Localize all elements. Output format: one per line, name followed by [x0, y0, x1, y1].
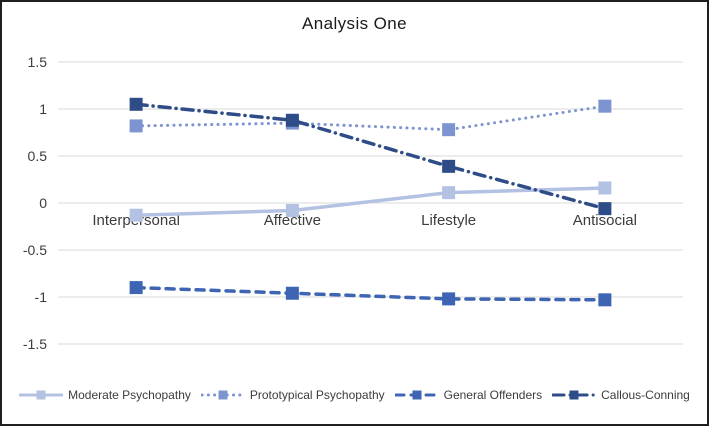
- data-point-marker-square: [598, 293, 612, 307]
- data-point-marker-square: [442, 292, 456, 306]
- data-point-marker-square: [285, 286, 299, 300]
- data-point-marker-square: [285, 113, 299, 127]
- data-point-marker-square: [442, 159, 456, 173]
- legend-dotted-line-icon: [200, 390, 245, 400]
- legend-item-general-offenders: General Offenders: [394, 388, 543, 402]
- data-point-marker-square: [442, 186, 456, 200]
- data-point-marker-square: [129, 119, 143, 133]
- y-axis-tick-label: 0.5: [28, 148, 48, 164]
- legend-solid-line-icon: [19, 390, 64, 400]
- legend-dashdot-line-icon: [552, 390, 597, 400]
- y-axis-tick-label: 1: [39, 101, 47, 117]
- data-point-marker-square: [598, 202, 612, 216]
- legend-label: General Offenders: [443, 388, 543, 402]
- series-line-dashed: [134, 285, 607, 302]
- series-line-dotted: [134, 104, 607, 132]
- chart-title: Analysis One: [302, 14, 407, 33]
- data-point-marker-square: [285, 204, 299, 218]
- legend-item-callous-conning: Callous-Conning: [552, 388, 690, 402]
- legend-square-marker: [569, 390, 579, 400]
- series-callous-conning: [129, 97, 612, 216]
- data-point-marker-square: [442, 123, 456, 137]
- data-point-marker-square: [129, 97, 143, 111]
- series-prototypical-psychopathy: [129, 99, 612, 137]
- legend-item-moderate-psychopathy: Moderate Psychopathy: [19, 388, 191, 402]
- legend-label: Prototypical Psychopathy: [249, 388, 385, 402]
- y-axis-tick-label: -1.5: [23, 336, 47, 352]
- x-category-label: Affective: [264, 212, 321, 229]
- legend-dashed-line-icon: [394, 390, 439, 400]
- data-point-marker-square: [598, 99, 612, 113]
- legend-item-prototypical-psychopathy: Prototypical Psychopathy: [200, 388, 385, 402]
- data-point-marker-square: [598, 181, 612, 195]
- series-line-solid: [134, 186, 607, 217]
- chart-legend: Moderate Psychopathy Prototypical Psychop…: [2, 388, 707, 402]
- legend-label: Callous-Conning: [601, 388, 690, 402]
- data-point-marker-square: [129, 208, 143, 222]
- series-moderate-psychopathy: [129, 181, 612, 222]
- legend-label: Moderate Psychopathy: [68, 388, 191, 402]
- y-axis-tick-label: -1: [35, 289, 48, 305]
- series-line-dashdot: [134, 102, 607, 211]
- y-axis-tick-label: 0: [39, 195, 47, 211]
- x-category-label: Antisocial: [573, 212, 637, 229]
- y-axis-tick-label: -0.5: [23, 242, 47, 258]
- legend-square-marker: [412, 390, 422, 400]
- data-point-marker-square: [129, 281, 143, 295]
- legend-square-marker: [218, 390, 228, 400]
- x-category-label: Lifestyle: [421, 212, 476, 229]
- series-general-offenders: [129, 281, 612, 307]
- legend-square-marker: [36, 390, 46, 400]
- y-axis-tick-label: 1.5: [28, 54, 48, 70]
